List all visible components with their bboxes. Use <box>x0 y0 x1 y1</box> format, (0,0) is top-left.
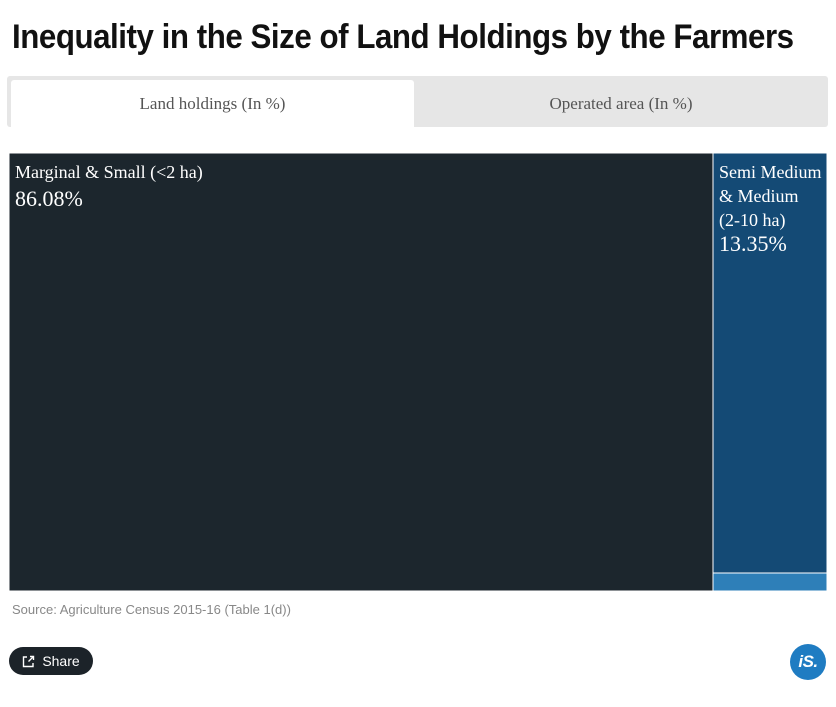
cell-2-value: 13.35% <box>719 231 787 256</box>
treemap-cell-2[interactable] <box>712 153 827 574</box>
share-icon <box>22 655 35 668</box>
tab-land-holdings[interactable]: Land holdings (In %) <box>11 80 414 127</box>
logo-text: iS. <box>798 652 818 671</box>
cell-2-label-line: & Medium <box>719 186 799 206</box>
brand-logo[interactable]: iS. <box>790 644 826 680</box>
source-note: Source: Agriculture Census 2015-16 (Tabl… <box>12 602 291 617</box>
treemap-cell-3[interactable] <box>712 572 827 591</box>
cell-1-value: 86.08% <box>15 186 83 211</box>
view-tabs: Land holdings (In %) Operated area (In %… <box>7 76 828 127</box>
chart-title: Inequality in the Size of Land Holdings … <box>12 18 794 56</box>
cell-2-label-line: Semi Medium <box>719 162 822 182</box>
treemap-chart: Marginal & Small (<2 ha) 86.08% Semi Mediu… <box>9 153 827 591</box>
tab-operated-area[interactable]: Operated area (In %) <box>549 93 693 113</box>
cell-2-label-line: (2-10 ha) <box>719 210 785 231</box>
cell-1-label: Marginal & Small (<2 ha) <box>15 162 203 183</box>
share-button[interactable]: Share <box>9 647 93 675</box>
share-label: Share <box>42 653 80 669</box>
treemap-cell-1[interactable] <box>9 153 714 591</box>
